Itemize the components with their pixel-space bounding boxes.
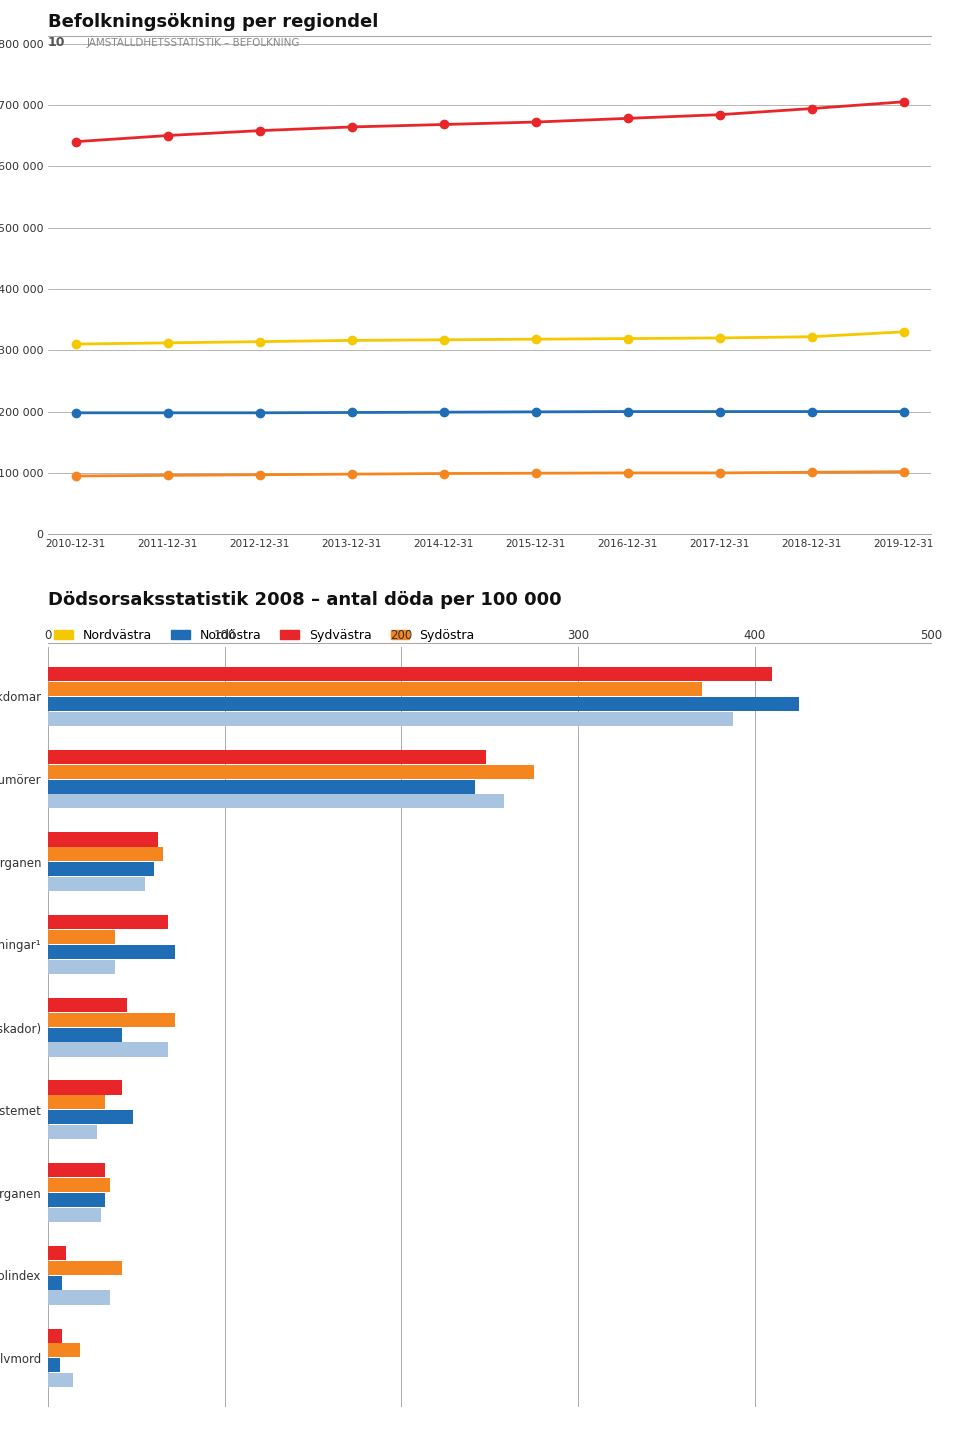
Text: JÄMSTÄLLDHETSSTATISTIK – BEFOLKNING: JÄMSTÄLLDHETSSTATISTIK – BEFOLKNING xyxy=(86,36,300,48)
Bar xyxy=(48,1178,109,1193)
Bar xyxy=(48,959,115,974)
Text: Källa: Region Skåne: Källa: Region Skåne xyxy=(48,662,158,673)
Bar xyxy=(48,1096,105,1110)
Bar xyxy=(48,1344,80,1358)
Bar xyxy=(48,1329,62,1342)
Bar xyxy=(48,998,128,1011)
Bar xyxy=(48,1373,73,1387)
Bar xyxy=(48,1081,122,1094)
Bar xyxy=(48,765,534,779)
Text: Dödsorsaksstatistik 2008 – antal döda per 100 000: Dödsorsaksstatistik 2008 – antal döda pe… xyxy=(48,591,562,609)
Bar xyxy=(48,1027,122,1042)
Bar xyxy=(48,1290,109,1304)
Bar xyxy=(48,1164,105,1177)
Bar xyxy=(48,1125,98,1139)
Bar xyxy=(48,1110,132,1125)
Bar xyxy=(48,876,145,891)
Text: 10: 10 xyxy=(48,36,65,49)
Bar xyxy=(48,847,163,862)
Bar xyxy=(48,750,486,763)
Bar xyxy=(48,795,504,808)
Legend: Nordvästra, Nordöstra, Sydvästra, Sydöstra: Nordvästra, Nordöstra, Sydvästra, Sydöst… xyxy=(55,628,474,641)
Bar xyxy=(48,696,799,711)
Text: Befolkningsökning per regiondel: Befolkningsökning per regiondel xyxy=(48,13,378,30)
Bar xyxy=(48,916,168,929)
Bar xyxy=(48,862,154,876)
Bar xyxy=(48,1042,168,1056)
Bar xyxy=(48,1013,175,1027)
Bar xyxy=(48,712,733,726)
Bar xyxy=(48,930,115,945)
Bar xyxy=(48,667,772,681)
Bar xyxy=(48,1358,60,1373)
Bar xyxy=(48,833,157,846)
Bar xyxy=(48,1275,62,1290)
Bar xyxy=(48,1261,122,1275)
Bar xyxy=(48,1193,105,1207)
Bar xyxy=(48,1207,101,1222)
Bar xyxy=(48,1246,65,1259)
Bar xyxy=(48,945,175,959)
Bar xyxy=(48,779,475,794)
Bar xyxy=(48,682,702,696)
